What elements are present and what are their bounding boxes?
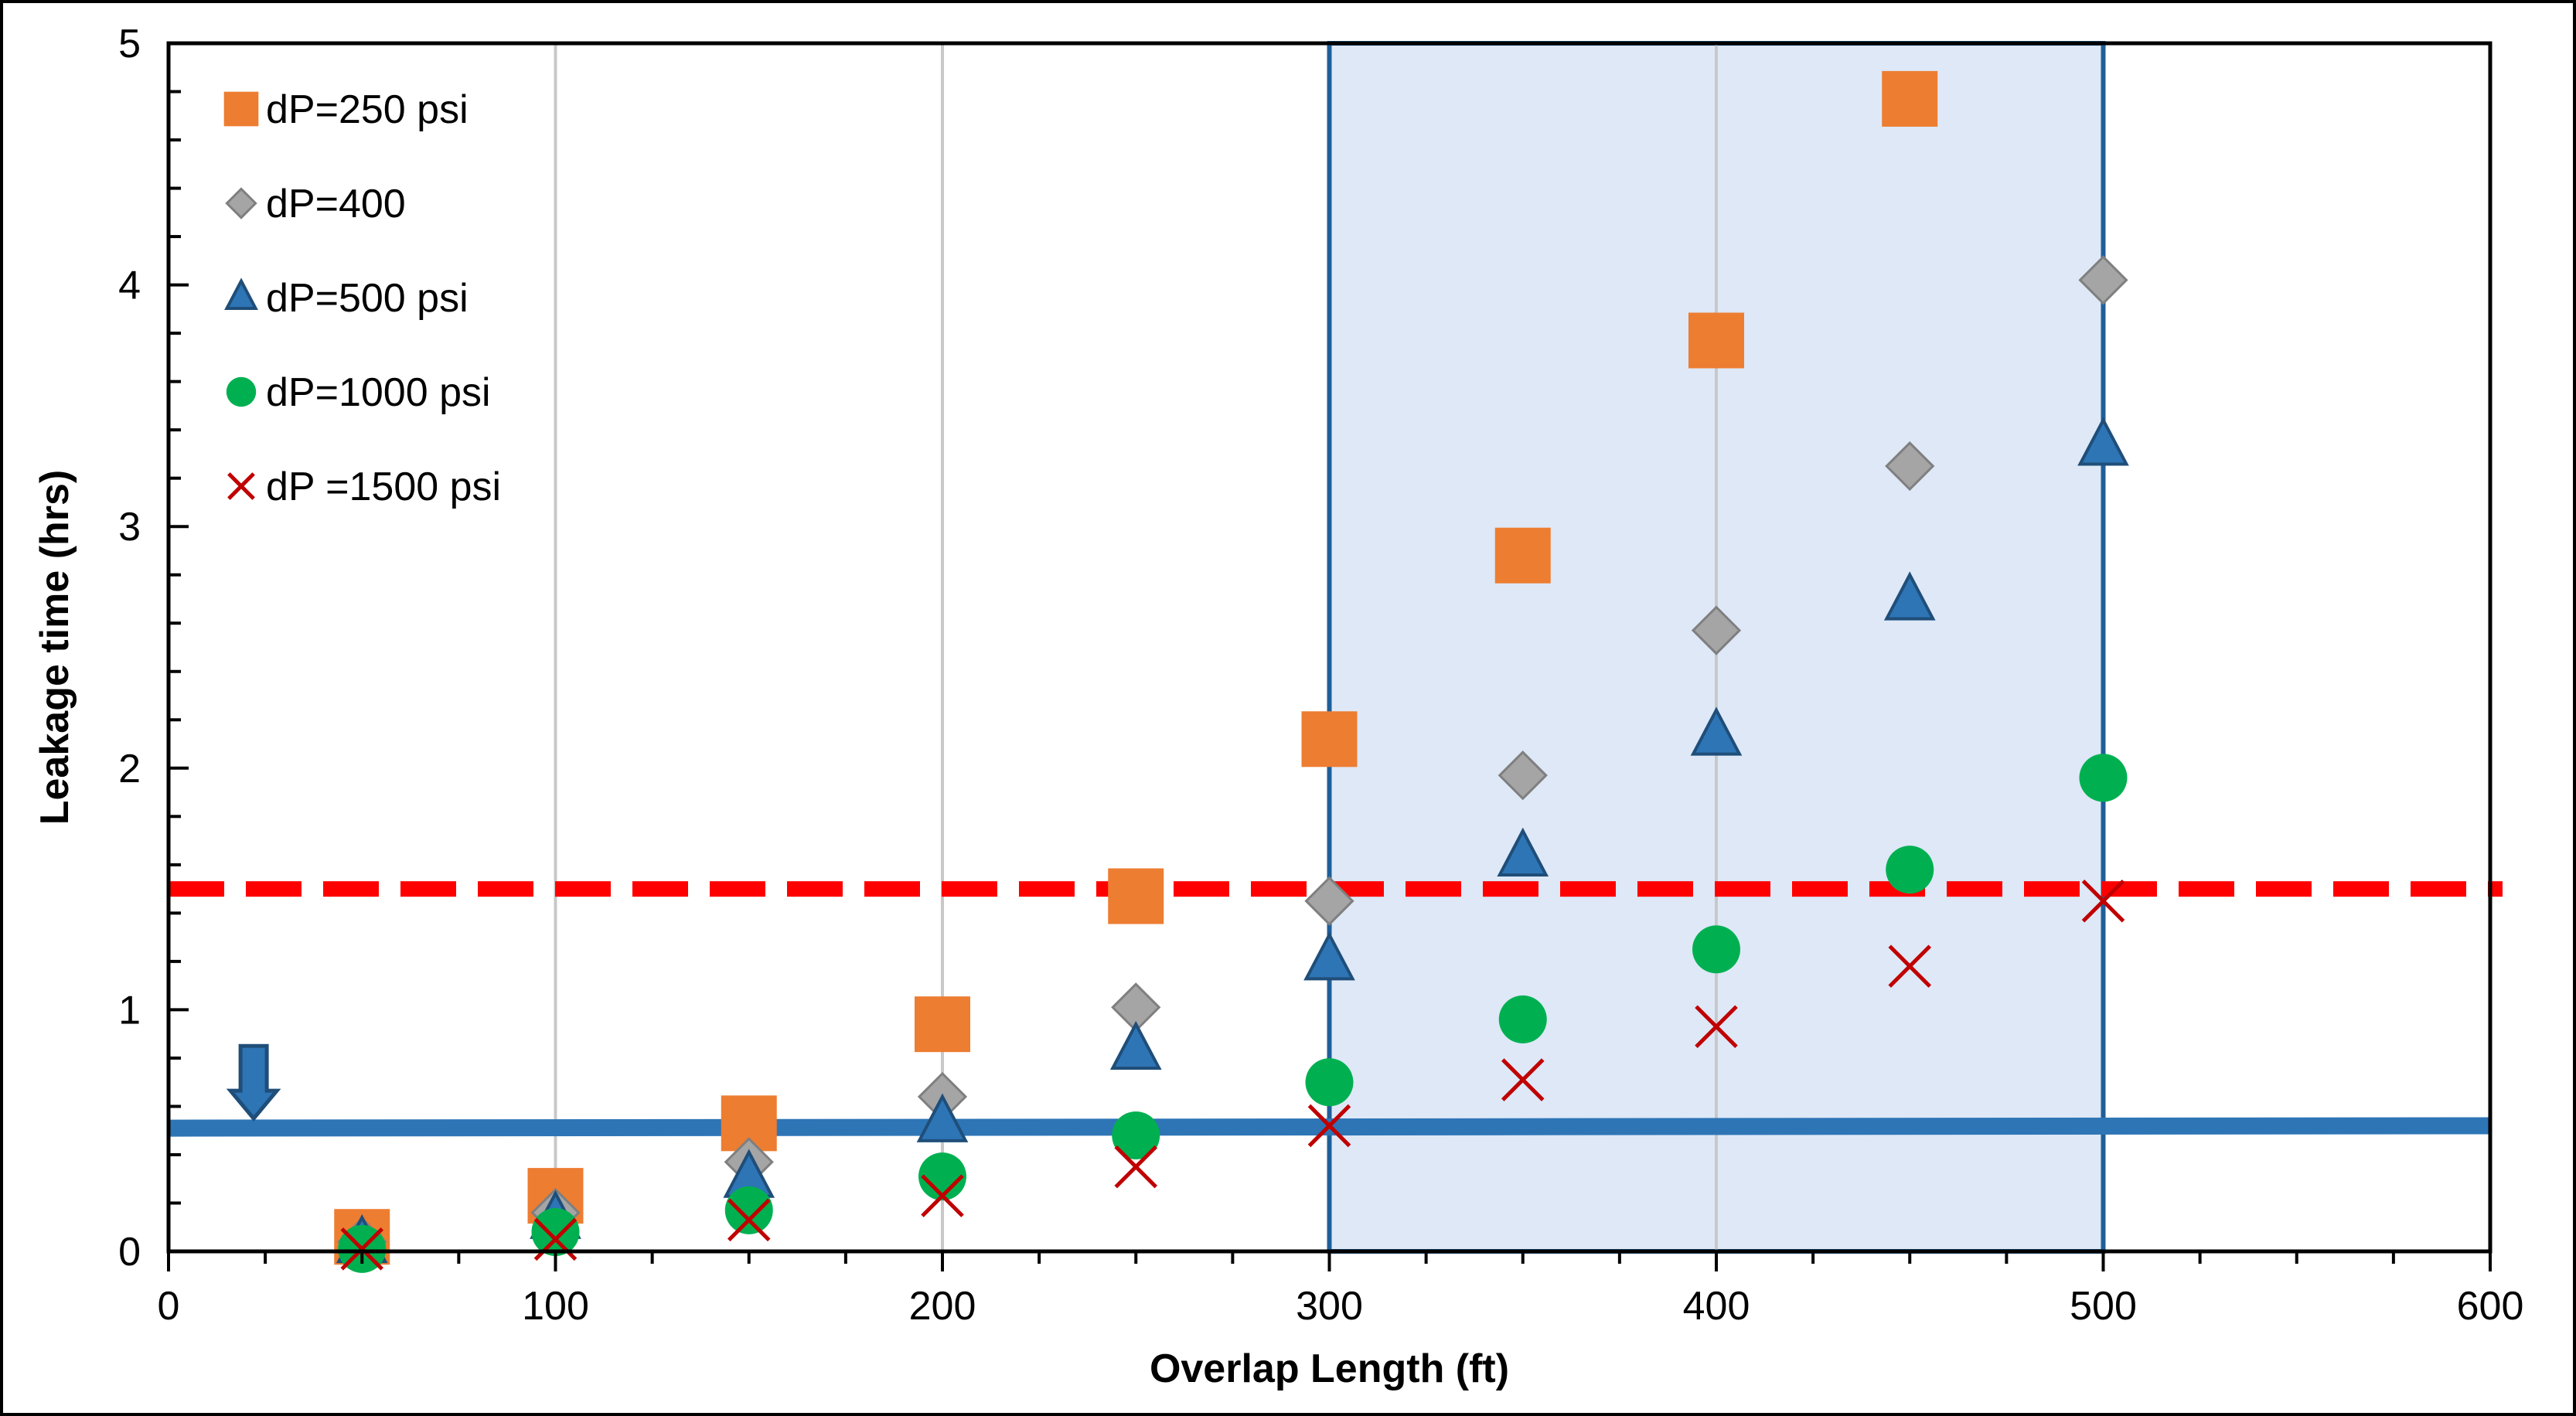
point-series-4-9 [2079, 754, 2128, 802]
y-tick-label: 1 [118, 988, 141, 1033]
legend-marker-4 [226, 376, 257, 407]
x-tick-label: 0 [158, 1284, 180, 1329]
point-series-3-8 [1883, 571, 1936, 621]
point-series-5-3 [921, 1174, 964, 1217]
y-tick-label: 4 [118, 264, 141, 308]
point-series-2-5 [1304, 876, 1354, 926]
point-series-5-2 [727, 1198, 771, 1242]
point-series-4-4 [1112, 1111, 1160, 1159]
point-series-2-9 [2078, 255, 2128, 305]
x-tick-label: 200 [909, 1284, 976, 1329]
point-series-5-6-stroke-b [1501, 1058, 1545, 1101]
x-tick-label: 500 [2070, 1284, 2137, 1329]
legend-label-1: dP=250 psi [266, 87, 469, 132]
legend-entry-2: dP=400 [225, 182, 406, 226]
y-tick-label: 5 [118, 22, 141, 66]
point-series-5-9 [2081, 879, 2125, 923]
point-series-4-8 [1886, 846, 1934, 894]
point-series-5-5 [1307, 1104, 1351, 1148]
point-series-1-5 [1301, 711, 1358, 768]
legend-marker-3 [224, 277, 258, 310]
legend-entry-3: dP=500 psi [224, 276, 469, 321]
point-series-1-8 [1882, 70, 1938, 127]
down-arrow-icon [226, 1043, 281, 1122]
point-series-5-9-stroke-b [2081, 879, 2125, 923]
point-series-5-4 [1114, 1145, 1158, 1189]
legend-label-5: dP =1500 psi [266, 465, 501, 509]
point-series-4-2 [724, 1186, 773, 1234]
point-series-5-3-stroke-b [921, 1174, 964, 1217]
legend-marker-5 [227, 472, 255, 500]
point-series-4-1 [531, 1207, 580, 1256]
series-4 [338, 754, 2128, 1273]
point-series-4-5 [1305, 1058, 1354, 1107]
point-series-5-7-stroke-b [1695, 1005, 1738, 1049]
point-series-4-3 [918, 1152, 966, 1201]
y-tick-label: 0 [118, 1230, 141, 1275]
point-series-4-7 [1692, 925, 1740, 974]
legend-marker-1 [223, 91, 259, 127]
point-series-5-7 [1695, 1005, 1738, 1049]
point-series-1-7 [1688, 312, 1744, 369]
legend-entry-5: dP =1500 psi [227, 465, 501, 509]
legend-entry-4: dP=1000 psi [226, 370, 491, 415]
point-series-3-6 [1497, 827, 1549, 876]
point-series-1-3 [915, 996, 970, 1053]
point-series-3-9 [2077, 417, 2129, 466]
point-series-1-4 [1108, 868, 1164, 924]
x-axis-title: Overlap Length (ft) [1150, 1346, 1509, 1391]
point-series-5-8 [1888, 945, 1932, 988]
x-tick-label: 300 [1296, 1284, 1363, 1329]
point-series-2-7 [1691, 605, 1742, 655]
x-tick-label: 400 [1683, 1284, 1750, 1329]
y-tick-label: 3 [118, 505, 141, 550]
point-series-5-4-stroke-b [1114, 1145, 1158, 1189]
y-axis-title: Leakage time (hrs) [32, 470, 77, 825]
point-series-5-2-stroke-b [727, 1198, 771, 1242]
legend-label-4: dP=1000 psi [266, 370, 491, 415]
legend-entry-1: dP=250 psi [223, 87, 469, 132]
point-series-2-6 [1498, 751, 1548, 801]
point-series-3-3 [916, 1093, 969, 1142]
point-series-5-8-stroke-b [1888, 945, 1932, 988]
point-series-3-4 [1109, 1020, 1162, 1071]
point-series-5-6 [1501, 1058, 1545, 1101]
point-series-5-0 [340, 1227, 384, 1271]
legend-marker-5-stroke-b [227, 472, 255, 500]
legend-label-3: dP=500 psi [266, 276, 469, 321]
point-series-1-6 [1494, 527, 1551, 584]
y-tick-label: 2 [118, 747, 141, 791]
legend-label-2: dP=400 [266, 182, 406, 226]
point-series-3-7 [1690, 706, 1743, 756]
legend-marker-2 [225, 187, 257, 220]
point-series-4-6 [1498, 995, 1547, 1043]
x-tick-label: 600 [2457, 1284, 2524, 1329]
point-series-5-5-stroke-b [1307, 1104, 1351, 1148]
point-series-2-8 [1885, 441, 1935, 492]
point-series-5-0-stroke-b [340, 1227, 384, 1271]
x-tick-label: 100 [522, 1284, 589, 1329]
point-series-3-5 [1303, 931, 1355, 981]
